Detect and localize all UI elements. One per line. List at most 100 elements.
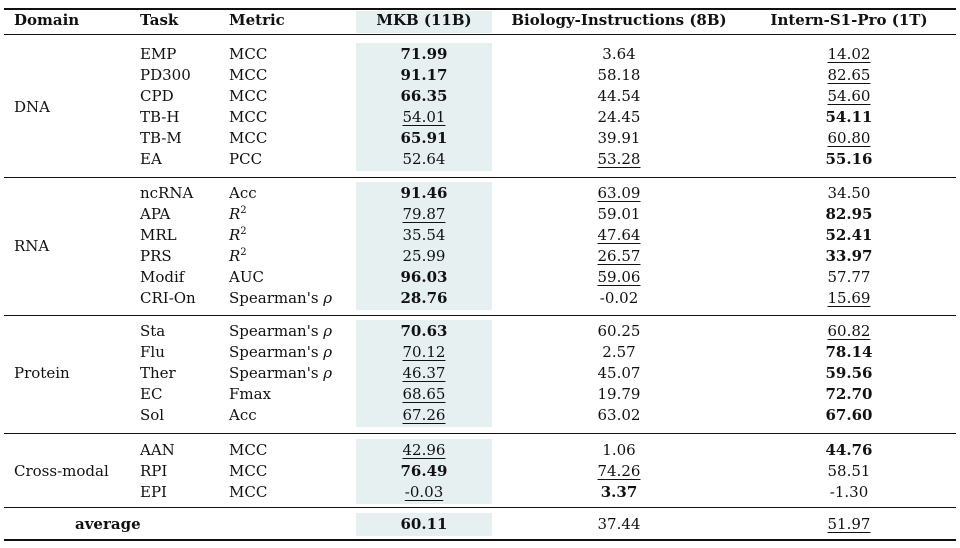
- task-name: Modif: [140, 268, 185, 286]
- header-mkb: MKB (11B): [376, 11, 472, 29]
- average-label: average: [75, 515, 141, 533]
- metric-name: MCC: [229, 87, 268, 105]
- metric-name: MCC: [229, 483, 268, 501]
- bio-instructions-score: 2.57: [602, 343, 636, 361]
- bio-instructions-score: 39.91: [597, 129, 641, 147]
- average-rule: [4, 507, 956, 508]
- header-intern: Intern-S1-Pro (1T): [770, 11, 928, 29]
- task-name: CRI-On: [140, 289, 196, 307]
- domain-label: DNA: [14, 97, 50, 116]
- task-name: Ther: [140, 364, 176, 382]
- header-domain: Domain: [14, 11, 80, 29]
- mkb-header-highlight: [356, 11, 492, 33]
- mkb-score: 91.46: [400, 184, 448, 202]
- bio-instructions-score: 44.54: [597, 87, 641, 105]
- task-name: ncRNA: [140, 184, 194, 202]
- intern-s1-pro-score: 60.82: [827, 322, 871, 340]
- intern-s1-pro-score: 14.02: [827, 45, 871, 63]
- header-bio: Biology-Instructions (8B): [511, 11, 727, 29]
- bio-instructions-score: 3.37: [600, 483, 638, 501]
- mkb-score: 66.35: [400, 87, 448, 105]
- mkb-score: 46.37: [402, 364, 446, 382]
- metric-name: MCC: [229, 129, 268, 147]
- intern-s1-pro-score: 54.11: [825, 108, 873, 126]
- bio-instructions-score: 1.06: [602, 441, 636, 459]
- top-rule: [4, 8, 956, 10]
- bio-instructions-score: -0.02: [599, 289, 639, 307]
- header-metric: Metric: [229, 11, 285, 29]
- bio-instructions-score: 53.28: [597, 150, 641, 168]
- metric-name: R2: [229, 205, 247, 223]
- intern-s1-pro-score: 34.50: [827, 184, 871, 202]
- task-name: TB-M: [140, 129, 182, 147]
- bio-instructions-score: 59.01: [597, 205, 641, 223]
- metric-name: R2: [229, 247, 247, 265]
- mkb-score: 91.17: [400, 66, 448, 84]
- metric-name: Spearman's ρ: [229, 289, 333, 307]
- metric-name: Spearman's ρ: [229, 364, 333, 382]
- mkb-score: 71.99: [400, 45, 448, 63]
- task-name: Sol: [140, 406, 165, 424]
- mkb-score: 68.65: [402, 385, 446, 403]
- task-name: APA: [140, 205, 171, 223]
- intern-s1-pro-score: 52.41: [825, 226, 873, 244]
- bio-instructions-score: 74.26: [597, 462, 641, 480]
- bottom-rule: [4, 539, 956, 541]
- intern-s1-pro-score: 82.95: [825, 205, 873, 223]
- metric-name: MCC: [229, 108, 268, 126]
- metric-name: MCC: [229, 45, 268, 63]
- group-rule: [4, 177, 956, 178]
- bio-instructions-score: 58.18: [597, 66, 641, 84]
- metric-name: AUC: [229, 268, 264, 286]
- metric-name: MCC: [229, 441, 268, 459]
- mkb-column-highlight: [356, 320, 492, 427]
- metric-name: Fmax: [229, 385, 272, 403]
- bio-instructions-score: 63.02: [597, 406, 641, 424]
- task-name: CPD: [140, 87, 174, 105]
- mkb-score: -0.03: [404, 483, 444, 501]
- bio-instructions-score: 59.06: [597, 268, 641, 286]
- intern-s1-pro-score: 72.70: [825, 385, 873, 403]
- intern-s1-pro-score: 33.97: [825, 247, 873, 265]
- intern-s1-pro-average: 51.97: [827, 515, 871, 533]
- metric-name: Acc: [229, 184, 257, 202]
- task-name: AAN: [140, 441, 175, 459]
- mkb-score: 70.63: [400, 322, 448, 340]
- group-rule: [4, 315, 956, 316]
- bio-instructions-score: 26.57: [597, 247, 641, 265]
- mkb-column-highlight: [356, 439, 492, 504]
- mkb-score: 67.26: [402, 406, 446, 424]
- metric-name: Spearman's ρ: [229, 322, 333, 340]
- intern-s1-pro-score: 59.56: [825, 364, 873, 382]
- intern-s1-pro-score: 55.16: [825, 150, 873, 168]
- domain-label: Protein: [14, 364, 70, 382]
- mkb-column-highlight: [356, 182, 492, 310]
- intern-s1-pro-score: 44.76: [825, 441, 873, 459]
- task-name: EMP: [140, 45, 177, 63]
- domain-label: RNA: [14, 236, 50, 255]
- task-name: TB-H: [140, 108, 180, 126]
- mkb-score: 35.54: [402, 226, 446, 244]
- intern-s1-pro-score: 67.60: [825, 406, 873, 424]
- task-name: EPI: [140, 483, 167, 501]
- task-name: EC: [140, 385, 163, 403]
- intern-s1-pro-score: 82.65: [827, 66, 871, 84]
- mkb-score: 96.03: [400, 268, 448, 286]
- intern-s1-pro-score: 78.14: [825, 343, 873, 361]
- task-name: Flu: [140, 343, 165, 361]
- header-rule: [4, 34, 956, 35]
- bio-instructions-score: 3.64: [602, 45, 636, 63]
- mkb-average-highlight: [356, 513, 492, 536]
- mkb-column-highlight: [356, 43, 492, 171]
- intern-s1-pro-score: 54.60: [827, 87, 871, 105]
- task-name: PD300: [140, 66, 191, 84]
- header-task: Task: [140, 11, 179, 29]
- metric-name: R2: [229, 226, 247, 244]
- bio-instructions-score: 60.25: [597, 322, 641, 340]
- intern-s1-pro-score: 60.80: [827, 129, 871, 147]
- mkb-score: 76.49: [400, 462, 448, 480]
- intern-s1-pro-score: 15.69: [827, 289, 871, 307]
- mkb-score: 65.91: [400, 129, 448, 147]
- bio-instructions-score: 47.64: [597, 226, 641, 244]
- mkb-average: 60.11: [400, 515, 448, 533]
